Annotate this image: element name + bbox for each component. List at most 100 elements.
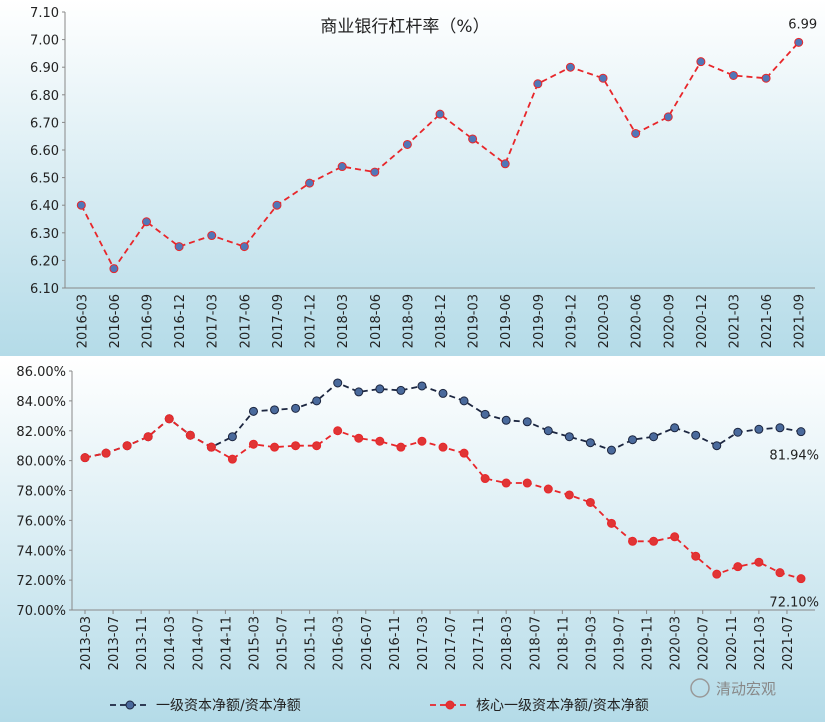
x-tick-label: 2021-06 bbox=[760, 294, 775, 348]
marker bbox=[227, 454, 237, 464]
marker bbox=[164, 414, 174, 424]
x-tick-label: 2021-07 bbox=[781, 616, 796, 670]
marker bbox=[565, 62, 575, 72]
marker bbox=[305, 178, 315, 188]
x-tick-label: 2018-03 bbox=[336, 294, 351, 348]
marker bbox=[402, 139, 412, 149]
x-tick-label: 2013-11 bbox=[135, 616, 150, 670]
x-tick-label: 2020-12 bbox=[695, 294, 710, 348]
marker bbox=[80, 453, 90, 463]
y-tick-label: 6.30 bbox=[30, 227, 59, 242]
x-tick-label: 2017-06 bbox=[238, 294, 253, 348]
x-tick-label: 2019-09 bbox=[532, 294, 547, 348]
x-tick-label: 2017-07 bbox=[444, 616, 459, 670]
marker bbox=[501, 415, 511, 425]
marker bbox=[500, 159, 510, 169]
marker bbox=[522, 478, 532, 488]
marker bbox=[333, 426, 343, 436]
x-tick-label: 2016-03 bbox=[75, 294, 90, 348]
marker bbox=[185, 430, 195, 440]
marker bbox=[543, 484, 553, 494]
y-tick-label: 82.00% bbox=[16, 425, 66, 440]
x-tick-label: 2020-03 bbox=[669, 616, 684, 670]
x-tick-label: 2021-09 bbox=[793, 294, 808, 348]
x-tick-label: 2019-12 bbox=[564, 294, 579, 348]
y-tick-label: 6.10 bbox=[30, 282, 59, 297]
y-tick-label: 72.00% bbox=[16, 574, 66, 589]
marker bbox=[375, 436, 385, 446]
x-tick-label: 2020-11 bbox=[725, 616, 740, 670]
marker bbox=[733, 427, 743, 437]
marker bbox=[312, 396, 322, 406]
x-tick-label: 2015-03 bbox=[247, 616, 262, 670]
line bbox=[80, 41, 800, 271]
marker bbox=[291, 441, 301, 451]
marker bbox=[109, 264, 119, 274]
y-tick-label: 6.90 bbox=[30, 61, 59, 76]
watermark-icon bbox=[690, 678, 710, 698]
marker bbox=[606, 445, 616, 455]
x-tick-label: 2016-03 bbox=[332, 616, 347, 670]
x-tick-label: 2019-03 bbox=[584, 616, 599, 670]
marker bbox=[533, 79, 543, 89]
marker bbox=[417, 436, 427, 446]
legend-marker bbox=[445, 700, 455, 710]
panel-top bbox=[0, 0, 825, 356]
marker bbox=[663, 112, 673, 122]
y-tick-label: 70.00% bbox=[16, 604, 66, 619]
marker bbox=[480, 474, 490, 484]
x-tick-label: 2013-07 bbox=[107, 616, 122, 670]
y-tick-label: 84.00% bbox=[16, 395, 66, 410]
marker bbox=[733, 562, 743, 572]
marker bbox=[649, 536, 659, 546]
x-tick-label: 2016-11 bbox=[388, 616, 403, 670]
x-tick-label: 2018-09 bbox=[401, 294, 416, 348]
marker bbox=[76, 200, 86, 210]
legend-label: 核心一级资本净额/资本净额 bbox=[476, 698, 649, 714]
marker bbox=[761, 73, 771, 83]
y-tick-label: 6.60 bbox=[30, 144, 59, 159]
chart-title: 商业银行杠杆率（%） bbox=[320, 17, 489, 37]
x-tick-label: 2018-07 bbox=[528, 616, 543, 670]
x-tick-label: 2014-07 bbox=[191, 616, 206, 670]
marker bbox=[354, 433, 364, 443]
x-tick-label: 2017-12 bbox=[304, 294, 319, 348]
marker bbox=[754, 424, 764, 434]
y-tick-label: 6.70 bbox=[30, 116, 59, 131]
data-label: 81.94% bbox=[769, 449, 819, 464]
marker bbox=[794, 37, 804, 47]
marker bbox=[417, 381, 427, 391]
marker bbox=[459, 448, 469, 458]
panel-bottom bbox=[0, 358, 825, 722]
marker bbox=[631, 128, 641, 138]
y-tick-label: 7.00 bbox=[30, 34, 59, 49]
legend-marker bbox=[125, 700, 135, 710]
marker bbox=[333, 378, 343, 388]
x-tick-label: 2019-06 bbox=[499, 294, 514, 348]
x-tick-label: 2020-06 bbox=[630, 294, 645, 348]
marker bbox=[396, 385, 406, 395]
marker bbox=[775, 568, 785, 578]
x-tick-label: 2016-12 bbox=[173, 294, 188, 348]
x-tick-label: 2018-11 bbox=[556, 616, 571, 670]
x-tick-label: 2013-03 bbox=[79, 616, 94, 670]
marker bbox=[670, 532, 680, 542]
marker bbox=[207, 231, 217, 241]
marker bbox=[564, 432, 574, 442]
marker bbox=[564, 490, 574, 500]
x-tick-label: 2016-07 bbox=[360, 616, 375, 670]
x-tick-label: 2019-03 bbox=[467, 294, 482, 348]
y-tick-label: 6.20 bbox=[30, 254, 59, 269]
marker bbox=[670, 423, 680, 433]
marker bbox=[480, 409, 490, 419]
y-tick-label: 78.00% bbox=[16, 485, 66, 500]
marker bbox=[796, 574, 806, 584]
marker bbox=[272, 200, 282, 210]
y-tick-label: 76.00% bbox=[16, 514, 66, 529]
marker bbox=[270, 405, 280, 415]
marker bbox=[712, 441, 722, 451]
marker bbox=[691, 551, 701, 561]
marker bbox=[598, 73, 608, 83]
